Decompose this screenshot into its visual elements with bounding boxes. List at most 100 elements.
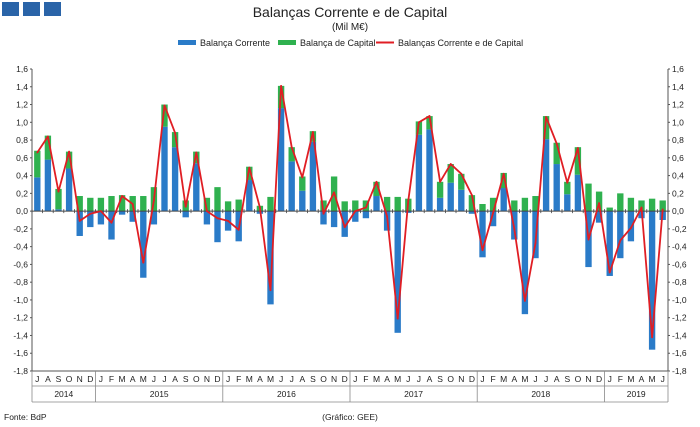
bar-balanca-corrente — [648, 211, 656, 350]
x-month-label: M — [267, 374, 274, 384]
bar-balanca-capital — [574, 147, 582, 175]
bar-balanca-capital — [288, 147, 295, 162]
corner-block — [2, 2, 19, 16]
line-point — [290, 146, 293, 149]
line-layer — [36, 84, 664, 339]
line-point — [386, 215, 388, 218]
bar-balanca-corrente — [203, 211, 211, 225]
x-month-label: D — [214, 374, 220, 384]
line-point — [460, 172, 463, 175]
y-axis-left: 1,6 1,4 1,2 1,0 0,8 0,6 0,4 0,2 0,0 -0,2 -0,4 -0,6 -… — [13, 64, 32, 376]
line-balancas-total — [36, 84, 664, 339]
y-tick-label: -0,2 — [672, 224, 687, 234]
bar-balanca-capital — [521, 197, 529, 212]
x-month-label: A — [172, 374, 178, 384]
line-point — [227, 219, 230, 222]
bar-balanca-capital — [479, 204, 486, 212]
y-tick-label: -1,6 — [672, 348, 687, 358]
bar-balanca-corrente — [193, 163, 200, 212]
line-point — [280, 84, 282, 87]
line-point — [184, 205, 187, 208]
bar-balanca-corrente — [352, 211, 359, 222]
line-point — [89, 212, 92, 215]
bar-balanca-corrente — [447, 182, 454, 212]
x-month-label: F — [490, 374, 495, 384]
bar-balanca-corrente — [44, 159, 52, 212]
x-month-label: M — [246, 374, 253, 384]
bar-balanca-capital — [267, 196, 274, 212]
bar-balanca-corrente — [161, 126, 168, 212]
bar-balanca-corrente — [246, 180, 253, 212]
x-year-label: 2016 — [277, 389, 296, 399]
y-tick-label: 0,4 — [672, 171, 684, 181]
line-point — [418, 121, 420, 124]
line-point — [545, 116, 547, 118]
bar-balanca-capital — [341, 201, 348, 212]
x-month-label: N — [585, 374, 591, 384]
x-month-label: M — [627, 374, 634, 384]
line-point — [608, 271, 611, 274]
bar-balanca-corrente — [606, 211, 613, 276]
legend-swatch-balanca-corrente — [178, 40, 196, 45]
bar-balanca-corrente — [617, 211, 624, 259]
x-month-label: J — [353, 374, 357, 384]
x-month-label: M — [394, 374, 401, 384]
y-tick-label: 1,0 — [16, 117, 28, 127]
x-year-label: 2015 — [150, 389, 169, 399]
line-point — [216, 217, 219, 220]
y-tick-label: 1,0 — [672, 117, 684, 127]
bar-balanca-capital — [299, 176, 306, 191]
line-point — [630, 227, 632, 229]
bar-balanca-capital — [76, 196, 83, 212]
y-tick-label: 0,0 — [672, 206, 684, 216]
line-point — [661, 208, 664, 211]
line-point — [524, 299, 526, 302]
bar-balanca-capital — [203, 197, 211, 212]
bar-balanca-corrente — [542, 139, 550, 212]
x-month-label: J — [608, 374, 612, 384]
x-month-label: F — [363, 374, 368, 384]
bar-balanca-corrente — [489, 211, 497, 227]
bar-balanca-corrente — [595, 211, 603, 223]
line-point — [566, 181, 569, 184]
line-point — [153, 199, 155, 202]
y-tick-label: -1,2 — [13, 313, 28, 323]
line-point — [68, 150, 70, 153]
x-month-label: S — [183, 374, 189, 384]
bar-balanca-capital — [108, 196, 115, 212]
x-month-label: D — [87, 374, 93, 384]
bar-balanca-corrente — [373, 196, 380, 212]
y-tick-label: 1,2 — [672, 100, 684, 110]
y-tick-label: -0,8 — [672, 277, 687, 287]
line-point — [428, 115, 431, 117]
bar-balanca-corrente — [140, 211, 147, 278]
x-year-label: 2019 — [627, 389, 646, 399]
y-tick-label: 0,4 — [16, 171, 28, 181]
y-tick-label: -0,2 — [13, 224, 28, 234]
bar-balanca-corrente — [87, 211, 94, 228]
line-point — [312, 131, 314, 133]
bar-balanca-capital — [585, 183, 592, 212]
y-tick-label: 0,6 — [16, 153, 28, 163]
bar-balanca-capital — [659, 200, 666, 212]
line-point — [142, 261, 145, 264]
y-tick-label: -1,4 — [13, 330, 28, 340]
y-axis-right: 1,6 1,4 1,2 1,0 0,8 0,6 0,4 0,2 0,0 -0,2 -0,4 -0,6 -… — [668, 64, 687, 376]
bar-balanca-capital — [214, 187, 221, 212]
x-month-label: A — [130, 374, 136, 384]
x-month-label: A — [384, 374, 390, 384]
x-month-label: A — [45, 374, 51, 384]
line-point — [78, 219, 81, 222]
y-tick-label: 0,6 — [672, 153, 684, 163]
x-month-label: J — [35, 374, 39, 384]
line-point — [439, 180, 441, 183]
bar-balanca-corrente — [553, 164, 560, 212]
x-month-label: O — [66, 374, 73, 384]
line-point — [502, 172, 505, 175]
y-tick-label: 0,8 — [16, 135, 28, 145]
line-point — [577, 147, 579, 149]
y-tick-label: 1,4 — [16, 82, 28, 92]
line-point — [640, 206, 643, 209]
line-point — [481, 249, 484, 252]
